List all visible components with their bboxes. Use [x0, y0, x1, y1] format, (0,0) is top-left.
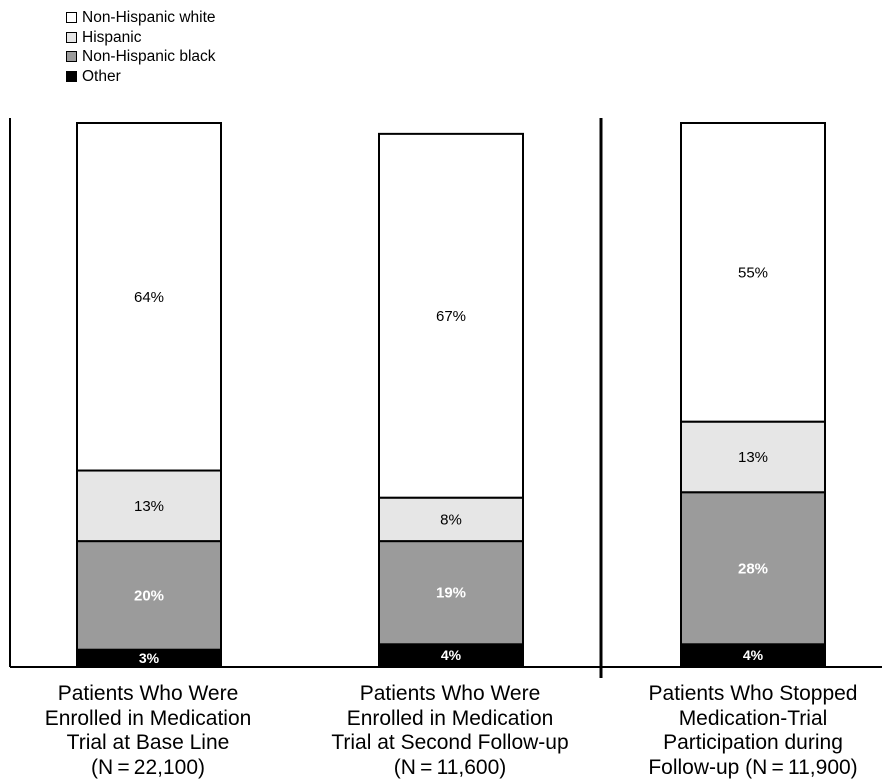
category-label: Patients Who Were Enrolled in Medication…	[3, 682, 293, 780]
legend-label: Hispanic	[82, 28, 142, 46]
data-label: 8%	[440, 511, 462, 528]
bar-segment-non-hispanic-black	[76, 540, 222, 651]
legend-swatch	[66, 31, 77, 43]
data-label: 28%	[738, 560, 768, 577]
legend-item-hispanic: Hispanic	[66, 28, 216, 48]
legend: Non-Hispanic white Hispanic Non-Hispanic…	[66, 8, 216, 86]
bar-segment-hispanic	[76, 469, 222, 543]
legend-item-other: Other	[66, 67, 216, 87]
data-label: 13%	[134, 498, 164, 515]
category-label-line: Enrolled in Medication	[346, 706, 554, 730]
bar-segment-non-hispanic-white	[680, 122, 826, 423]
category-label-line: (N = 11,600)	[393, 755, 507, 779]
bar-segment-non-hispanic-black	[680, 491, 826, 646]
category-label-line: (N = 22,100)	[90, 755, 206, 779]
data-label: 20%	[134, 587, 164, 604]
data-label: 67%	[436, 308, 466, 325]
category-label-line: Follow-up (N = 11,900)	[648, 755, 858, 779]
category-label-line: Medication-Trial	[678, 706, 828, 730]
category-label-line: Trial at Second Follow-up	[331, 731, 569, 754]
legend-label: Non-Hispanic black	[82, 48, 216, 65]
legend-label: Other	[82, 67, 121, 85]
legend-item-non-hispanic-white: Non-Hispanic white	[66, 8, 216, 28]
category-label: Patients Who Were Enrolled in Medication…	[305, 682, 595, 780]
category-label-line: Patients Who Were	[359, 682, 541, 705]
data-label: 3%	[139, 650, 160, 666]
data-label: 55%	[738, 264, 768, 281]
bar-segment-non-hispanic-black	[378, 540, 524, 646]
category-label-line: Patients Who Stopped	[648, 682, 858, 705]
plot-area: 3% 20% 13% 64% 4% 19% 8% 67% 4% 28% 13% 55%	[9, 118, 882, 678]
data-label: 4%	[441, 647, 462, 663]
category-label-line: Patients Who Were	[57, 682, 239, 705]
category-label-line: Participation during	[663, 731, 843, 754]
bar-segment-non-hispanic-white	[76, 122, 222, 472]
legend-item-non-hispanic-black: Non-Hispanic black	[66, 47, 216, 67]
data-label: 4%	[743, 647, 764, 663]
legend-swatch	[66, 70, 77, 82]
category-label-line: Enrolled in Medication	[44, 706, 252, 730]
legend-swatch	[66, 51, 77, 63]
data-label: 64%	[134, 289, 164, 306]
category-label-line: Trial at Base Line	[66, 731, 230, 754]
category-label: Patients Who Stopped Medication-Trial Pa…	[608, 682, 882, 780]
bar-segment-hispanic	[680, 420, 826, 494]
legend-swatch	[66, 12, 77, 24]
bar-segment-hispanic	[378, 496, 524, 543]
data-label: 19%	[436, 585, 466, 602]
bar-segment-non-hispanic-white	[378, 132, 524, 499]
legend-label: Non-Hispanic white	[82, 9, 216, 26]
data-label: 13%	[738, 449, 768, 466]
